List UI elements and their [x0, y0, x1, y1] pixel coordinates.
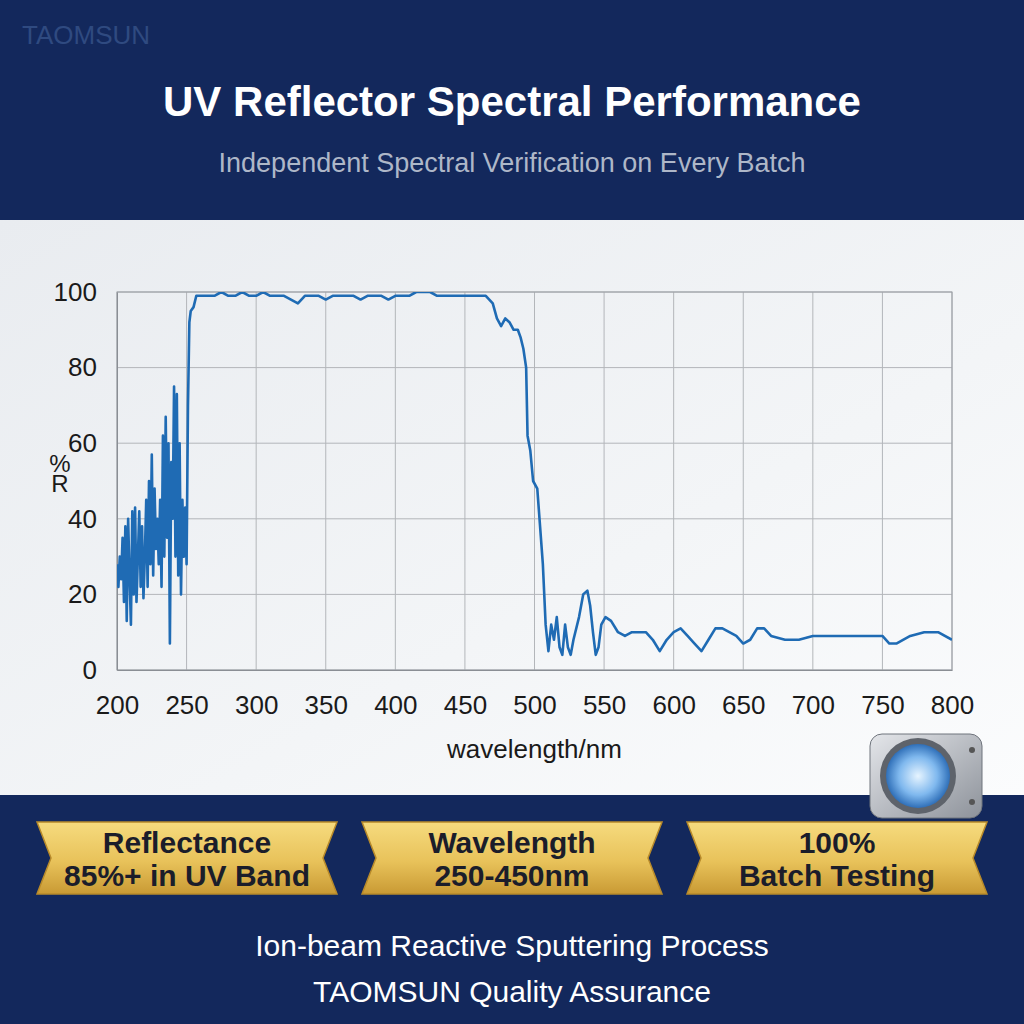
x-tick-label: 700	[792, 690, 835, 720]
y-axis-title: %R	[49, 450, 70, 497]
x-tick: 600	[652, 670, 695, 720]
badge-text: 250-450nm	[434, 859, 589, 892]
x-axis-line	[118, 670, 953, 671]
plot-frame	[117, 292, 952, 670]
icon-screw	[969, 799, 975, 805]
badge-text: Wavelength	[428, 826, 595, 859]
badge-ribbon	[687, 822, 987, 894]
y-grid-line	[117, 518, 952, 519]
badge-text: Reflectance	[103, 826, 271, 859]
x-tick-label: 400	[374, 690, 417, 720]
x-tick-label: 550	[583, 690, 626, 720]
x-tick-label: 450	[444, 690, 487, 720]
icon-body	[870, 734, 982, 818]
y-tick-label: 60	[68, 428, 97, 458]
icon-screw	[969, 747, 975, 753]
product-icon	[870, 734, 982, 818]
footer-text: Ion-beam Reactive Sputtering Process	[255, 929, 769, 962]
x-tick-label: 600	[652, 690, 695, 720]
y-tick: 100	[54, 277, 117, 307]
icon-lens	[886, 744, 950, 808]
badge: 100%Batch Testing	[687, 822, 987, 894]
x-tick-label: 500	[513, 690, 556, 720]
x-axis-title: wavelength/nm	[446, 734, 622, 764]
badge: Reflectance85%+ in UV Band	[37, 822, 337, 894]
badge: Wavelength250-450nm	[362, 822, 662, 894]
x-tick-label: 250	[165, 690, 208, 720]
x-tick: 750	[861, 670, 904, 720]
y-grid-line	[117, 594, 952, 595]
x-tick: 450	[444, 670, 487, 720]
x-grid-line	[604, 292, 605, 670]
x-tick-label: 800	[931, 690, 974, 720]
icon-rim	[880, 738, 956, 814]
badge-ribbon	[362, 822, 662, 894]
y-tick: 60	[68, 428, 117, 458]
x-tick: 350	[305, 670, 348, 720]
x-tick-label: 350	[305, 690, 348, 720]
y-tick: 80	[68, 352, 117, 382]
y-tick-label: 0	[83, 655, 97, 685]
watermark: TAOMSUN	[22, 20, 150, 50]
x-tick: 650	[722, 670, 765, 720]
x-tick: 700	[792, 670, 835, 720]
x-tick: 250	[165, 670, 208, 720]
badge-text: 100%	[799, 826, 876, 859]
x-grid-line	[256, 292, 257, 670]
badge-text: 85%+ in UV Band	[64, 859, 310, 892]
subtitle: Independent Spectral Verification on Eve…	[219, 148, 806, 178]
x-tick: 800	[931, 670, 974, 720]
title: UV Reflector Spectral Performance	[163, 78, 861, 125]
y-grid-line	[117, 443, 952, 444]
y-tick: 0	[83, 655, 117, 685]
badge-ribbon	[37, 822, 337, 894]
x-tick-label: 200	[96, 690, 139, 720]
footer-band	[0, 795, 1024, 1024]
x-tick: 200	[96, 670, 139, 720]
header-band	[0, 0, 1024, 220]
y-axis-line	[117, 293, 118, 671]
x-tick: 500	[513, 670, 556, 720]
x-tick: 400	[374, 670, 417, 720]
x-tick-label: 650	[722, 690, 765, 720]
x-grid-line	[673, 292, 674, 670]
x-tick-label: 300	[235, 690, 278, 720]
chart-panel	[0, 220, 1024, 795]
badge-text: Batch Testing	[739, 859, 935, 892]
x-tick: 550	[583, 670, 626, 720]
page: TAOMSUN UV Reflector Spectral Performance…	[0, 0, 1024, 1024]
y-tick-label: 20	[68, 579, 97, 609]
plot-marks	[117, 292, 952, 655]
y-tick-label: 40	[68, 504, 97, 534]
grid	[117, 292, 952, 670]
y-tick-label: 100	[54, 277, 97, 307]
x-grid-line	[812, 292, 813, 670]
x-tick: 300	[235, 670, 278, 720]
x-tick-label: 750	[861, 690, 904, 720]
x-grid-line	[882, 292, 883, 670]
x-axis: 200 250 300 350 400 450 500 550 600 650 700 750 800	[96, 670, 974, 720]
x-grid-line	[395, 292, 396, 670]
x-grid-line	[325, 292, 326, 670]
y-grid-line	[117, 367, 952, 368]
x-grid-line	[743, 292, 744, 670]
reflectance-line	[117, 292, 952, 655]
x-grid-line	[464, 292, 465, 670]
footer-text: TAOMSUN Quality Assurance	[313, 975, 711, 1008]
y-tick: 40	[68, 504, 117, 534]
y-tick-label: 80	[68, 352, 97, 382]
y-tick: 20	[68, 579, 117, 609]
